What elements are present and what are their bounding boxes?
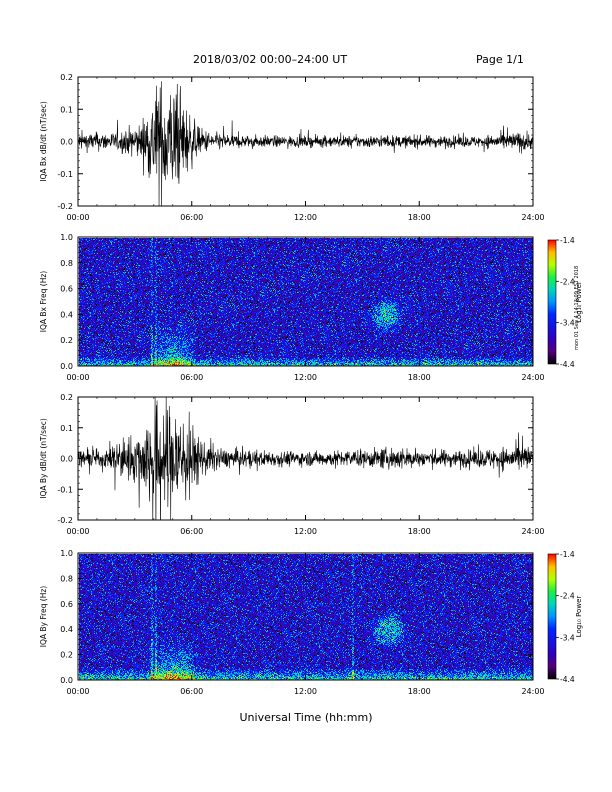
x-tick-label: 00:00 <box>66 687 89 696</box>
colorbar-label: Log₁₀ Power <box>575 596 583 638</box>
x-tick-label: 24:00 <box>521 687 544 696</box>
y-tick-label: 0.2 <box>60 651 73 660</box>
x-tick-label: 12:00 <box>294 527 317 536</box>
x-tick-label: 24:00 <box>521 213 544 222</box>
y-tick-label: 0.0 <box>60 455 73 464</box>
y-tick-label: 0.8 <box>60 574 73 583</box>
y-tick-label: 1.0 <box>60 233 73 242</box>
x-tick-label: 06:00 <box>180 213 203 222</box>
y-axis-label: IQA By Freq (Hz) <box>39 586 48 648</box>
panel-frame <box>77 236 534 367</box>
y-axis-label: IQA Bx Freq (Hz) <box>39 271 48 333</box>
y-tick-label: 0.2 <box>60 336 73 345</box>
y-tick-label: 0.0 <box>60 138 73 147</box>
plot-title: 2018/03/02 00:00–24:00 UT <box>193 53 348 66</box>
x-tick-label: 18:00 <box>408 687 431 696</box>
x-tick-label: 18:00 <box>408 373 431 382</box>
colorbar <box>547 553 557 680</box>
panel-frame <box>77 552 534 681</box>
colorbar <box>547 239 557 365</box>
x-tick-label: 24:00 <box>521 527 544 536</box>
y-tick-label: 0.2 <box>60 73 73 82</box>
y-tick-label: 0.6 <box>60 285 73 294</box>
y-tick-label: 1.0 <box>60 549 73 558</box>
y-tick-label: 0.4 <box>60 625 73 634</box>
y-tick-label: 0.1 <box>60 105 73 114</box>
y-tick-label: -0.2 <box>57 516 73 525</box>
waveform-trace <box>78 81 533 206</box>
y-tick-label: 0.4 <box>60 310 73 319</box>
colorbar-tick-label: -3.4 <box>560 319 575 328</box>
x-tick-label: 12:00 <box>294 687 317 696</box>
page-indicator: Page 1/1 <box>476 53 524 66</box>
x-tick-label: 00:00 <box>66 213 89 222</box>
colorbar-tick-label: -1.4 <box>560 236 575 245</box>
by-spectrogram-image <box>79 554 533 680</box>
waveform-trace <box>78 397 533 520</box>
bx-spectrogram-image <box>79 238 533 366</box>
y-tick-label: -0.1 <box>57 485 73 494</box>
colorbar-tick-label: -2.4 <box>560 592 575 601</box>
y-tick-label: 0.2 <box>60 393 73 402</box>
colorbar-tick-label: -3.4 <box>560 633 575 642</box>
y-axis-label: IQA By dB/dt (nT/sec) <box>39 418 48 499</box>
x-tick-label: 12:00 <box>294 213 317 222</box>
y-tick-label: 0.6 <box>60 600 73 609</box>
colorbar-tick-label: -1.4 <box>560 550 575 559</box>
y-tick-label: 0.0 <box>60 676 73 685</box>
x-tick-label: 06:00 <box>180 527 203 536</box>
y-tick-label: 0.8 <box>60 259 73 268</box>
x-tick-label: 18:00 <box>408 213 431 222</box>
x-tick-label: 24:00 <box>521 373 544 382</box>
y-tick-label: -0.1 <box>57 170 73 179</box>
colorbar-tick-label: -4.4 <box>560 675 575 684</box>
x-axis-label: Universal Time (hh:mm) <box>239 711 373 724</box>
x-tick-label: 18:00 <box>408 527 431 536</box>
y-tick-label: 0.1 <box>60 424 73 433</box>
colorbar-tick-label: -2.4 <box>560 277 575 286</box>
colorbar-tick-label: -4.4 <box>560 360 575 369</box>
x-tick-label: 12:00 <box>294 373 317 382</box>
y-axis-label: IQA Bx dB/dt (nT/sec) <box>39 101 48 182</box>
x-tick-label: 06:00 <box>180 373 203 382</box>
y-tick-label: -0.2 <box>57 202 73 211</box>
y-tick-label: 0.0 <box>60 362 73 371</box>
colorbar-label: Log₁₀ Power <box>575 281 583 323</box>
x-tick-label: 00:00 <box>66 373 89 382</box>
x-tick-label: 06:00 <box>180 687 203 696</box>
x-tick-label: 00:00 <box>66 527 89 536</box>
side-timestamp-note: mon 01 Sep 4 14:13:09 EST 2018 <box>574 265 580 350</box>
